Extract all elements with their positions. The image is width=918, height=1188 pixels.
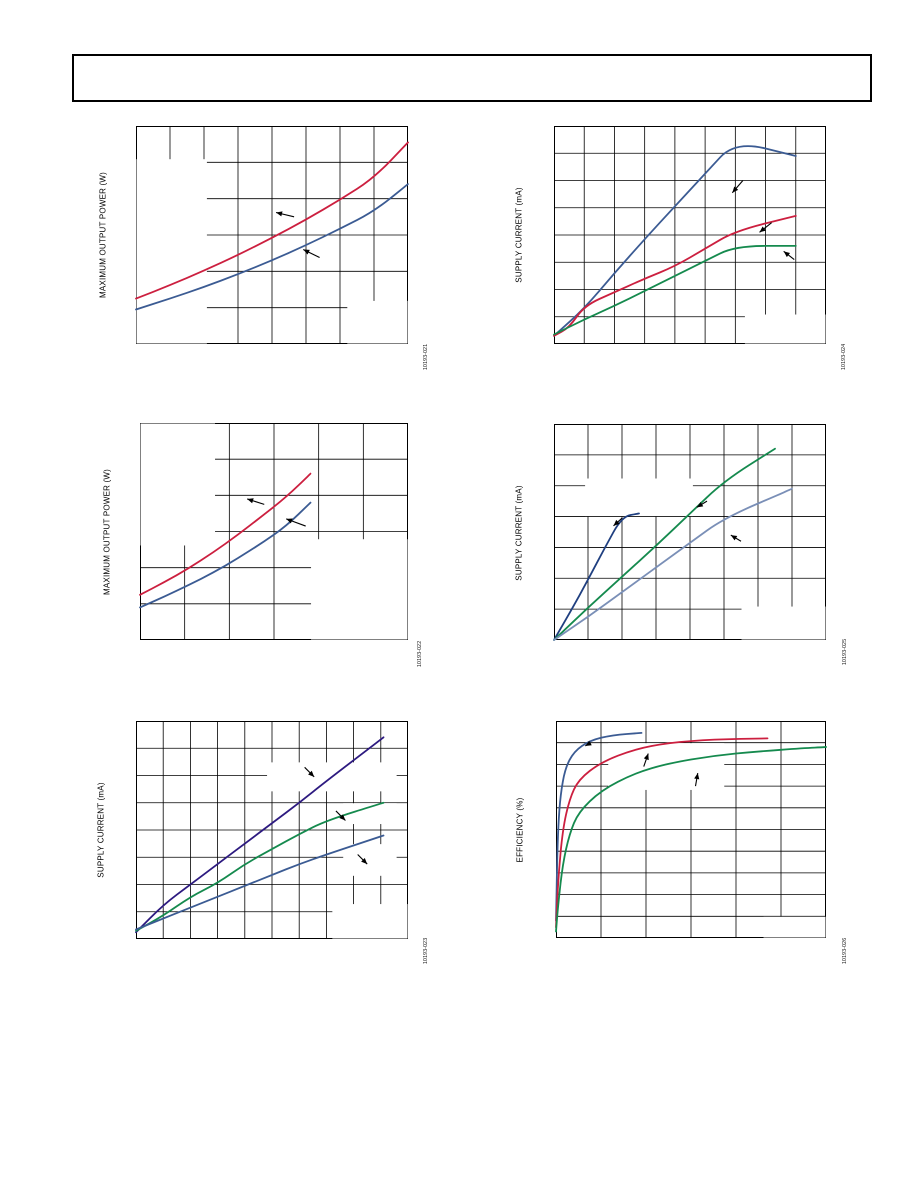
legend-box: [311, 539, 408, 640]
figure-id: 10193-021: [423, 343, 429, 371]
legend-box: [347, 300, 408, 344]
legend-box: [332, 904, 408, 939]
y-axis-label: MAXIMUM OUTPUT POWER (W): [102, 469, 112, 595]
series-line-3: [553, 245, 797, 336]
plot-area: [553, 126, 826, 344]
y-axis-label: EFFICIENCY (%): [515, 797, 525, 863]
figure-id: 10193-023: [423, 937, 429, 965]
series-line-3: [135, 834, 385, 931]
legend-box: [343, 844, 397, 876]
callout-arrowhead: [303, 249, 310, 255]
callout-arrowhead: [696, 501, 704, 508]
legend-box: [136, 159, 207, 344]
plot-area: [555, 721, 827, 938]
callout-arrowhead: [730, 535, 738, 541]
plot-area: [139, 423, 408, 640]
y-axis-label: SUPPLY CURRENT (mA): [514, 485, 524, 581]
max-output-power-chart-2: [139, 423, 408, 640]
series-line-2: [135, 183, 409, 311]
series-line-1: [139, 472, 312, 596]
callout-arrowhead: [276, 211, 283, 217]
legend-box: [763, 916, 826, 938]
callout-arrowhead: [308, 770, 315, 777]
figure-id: 10193-024: [841, 343, 847, 371]
y-axis-label: SUPPLY CURRENT (mA): [96, 782, 106, 878]
series-line-1: [555, 732, 643, 922]
legend-box: [608, 743, 725, 790]
callout-arrowhead: [613, 519, 620, 526]
plot-area: [135, 126, 409, 344]
figure-id: 10193-022: [417, 640, 423, 668]
series-line-3: [553, 487, 793, 641]
callout-arrowhead: [286, 518, 293, 524]
callout-arrowhead: [694, 773, 700, 780]
legend-box: [585, 478, 693, 517]
legend-box: [741, 606, 826, 640]
supply-current-chart-2: [553, 424, 826, 641]
legend-box: [744, 314, 826, 344]
series-line-2: [553, 215, 797, 337]
series-line-1: [135, 141, 409, 300]
callout-arrowhead: [339, 814, 346, 821]
y-axis-label: SUPPLY CURRENT (mA): [514, 187, 524, 283]
page-header-box: [72, 54, 872, 102]
callout-arrowhead: [247, 498, 254, 504]
series-line-3: [555, 746, 827, 933]
max-output-power-chart-1: [135, 126, 409, 344]
callout-arrowhead: [585, 740, 592, 746]
callout-arrowhead: [759, 226, 766, 233]
callout-arrowhead: [643, 753, 649, 761]
plot-area: [135, 721, 408, 939]
series-line-2: [553, 447, 776, 641]
callout-arrowhead: [732, 186, 739, 193]
figure-id: 10193-026: [842, 937, 848, 965]
series-line-2: [135, 801, 385, 932]
figure-id: 10193-025: [842, 638, 848, 666]
plot-area: [553, 424, 826, 641]
efficiency-chart: [555, 721, 827, 938]
callout-arrowhead: [361, 857, 368, 865]
supply-current-chart-3: [135, 721, 408, 939]
series-line-1: [553, 512, 640, 641]
legend-box: [343, 803, 397, 825]
supply-current-chart-1: [553, 126, 826, 344]
series-line-1: [135, 736, 385, 934]
callout-arrowhead: [783, 251, 791, 258]
legend-box: [140, 423, 216, 546]
series-line-2: [555, 737, 769, 929]
y-axis-label: MAXIMUM OUTPUT POWER (W): [98, 172, 108, 298]
